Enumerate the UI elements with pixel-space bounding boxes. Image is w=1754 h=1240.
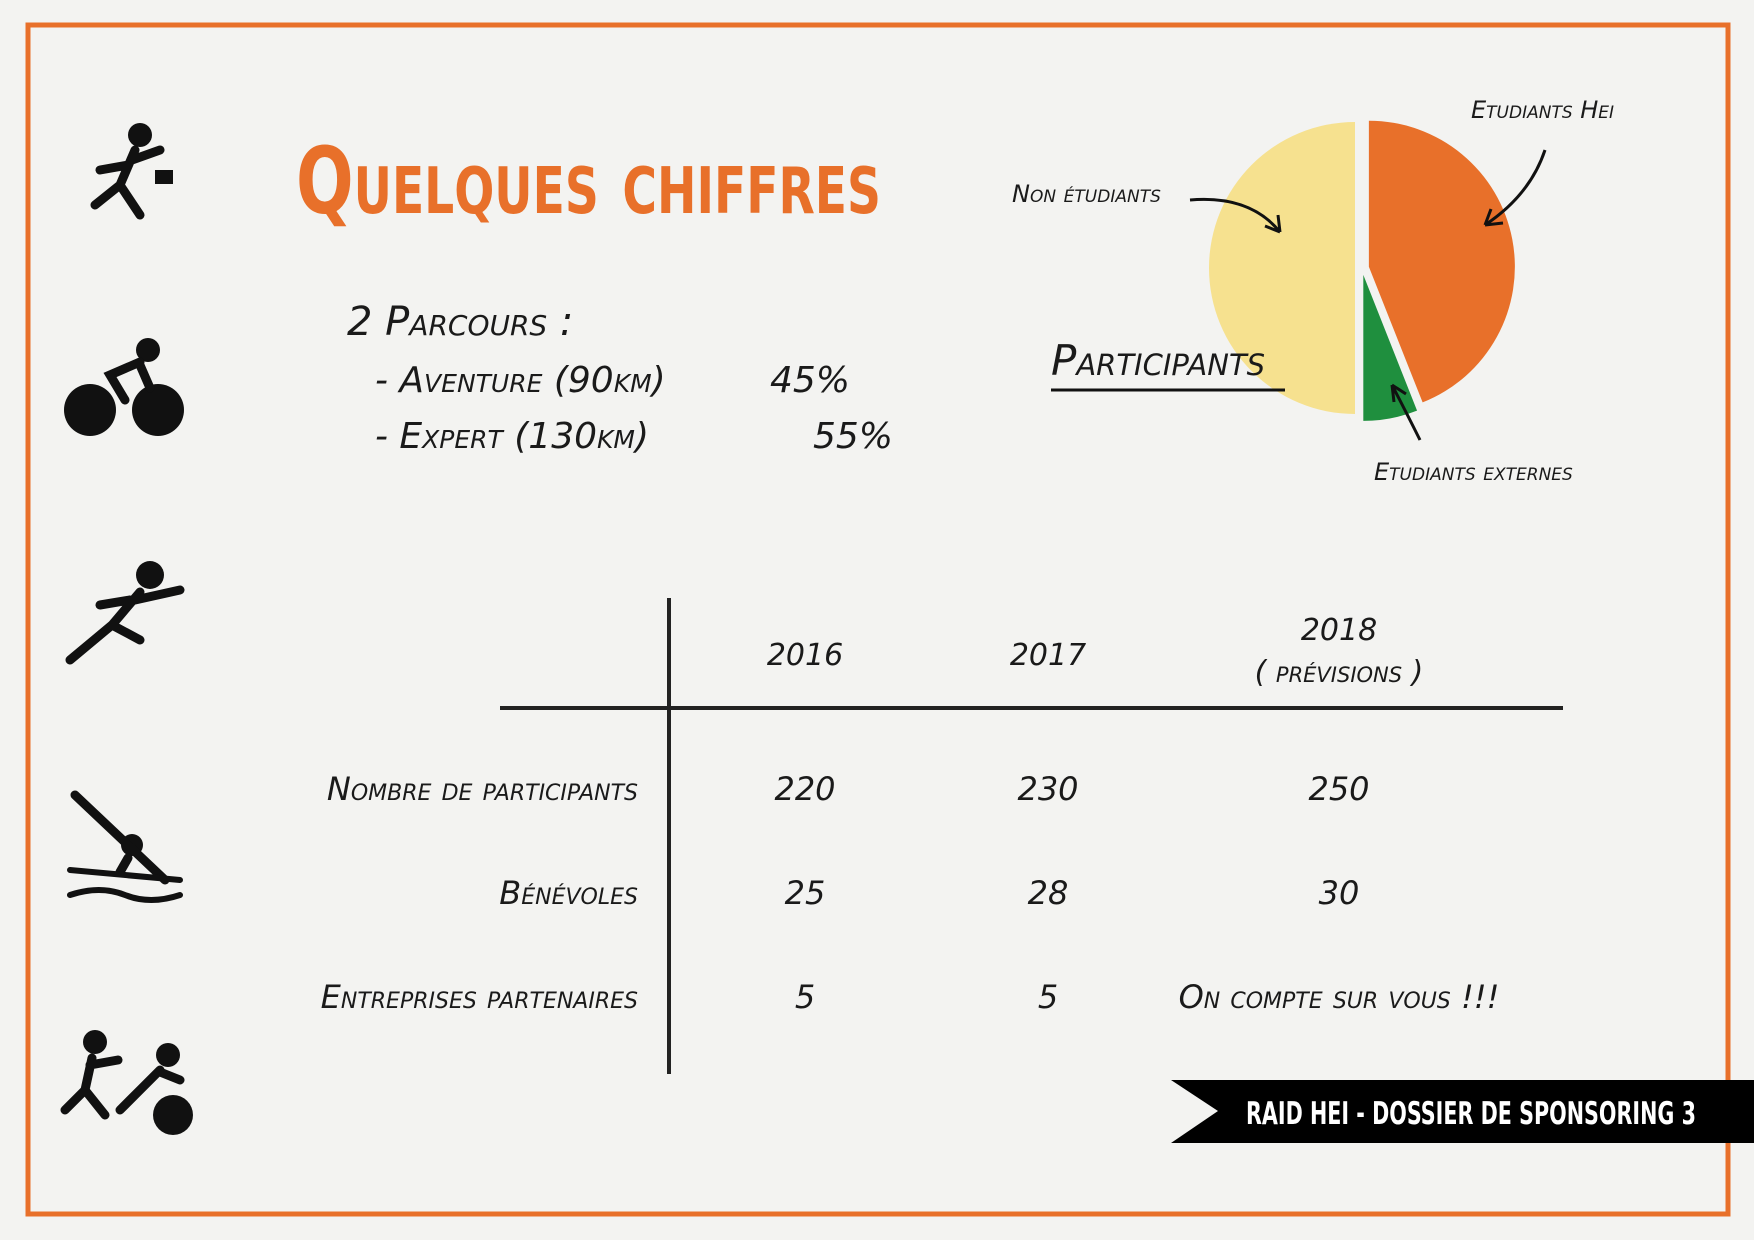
pie-label: Non étudiants	[1012, 180, 1161, 208]
pie-label: Etudiants Hei	[1471, 96, 1614, 124]
parcours-share: 55%	[813, 416, 893, 457]
table-cell: 25	[785, 874, 826, 912]
table-cell: 250	[1308, 770, 1369, 808]
pie-slice	[1363, 274, 1418, 421]
column-header: 2017	[1010, 638, 1086, 673]
page-border	[25, 22, 1731, 1217]
table-cell: On compte sur vous !!!	[1179, 978, 1500, 1016]
pie-slice	[1209, 122, 1355, 414]
icon-runner	[65, 561, 185, 665]
row-label: Bénévoles	[499, 874, 638, 912]
icon-duathlon	[60, 1030, 193, 1135]
icon-orienteering	[90, 123, 173, 220]
pie-slice	[1368, 120, 1515, 403]
column-header: 2016	[767, 638, 843, 673]
table-cell: 5	[1038, 978, 1058, 1016]
column-note: ( prévisions )	[1255, 655, 1424, 690]
pie-label: Etudiants externes	[1374, 458, 1573, 486]
icon-cyclist	[64, 338, 184, 436]
table-cell: 220	[774, 770, 835, 808]
page-title: Quelques chiffres	[296, 128, 881, 235]
footer-ribbon	[1171, 1080, 1754, 1143]
column-header: 2018	[1301, 613, 1377, 648]
parcours-item: - Aventure (90km)	[375, 360, 666, 401]
table-cell: 30	[1319, 874, 1360, 912]
parcours-share: 45%	[770, 360, 850, 401]
table-cell: 28	[1028, 874, 1069, 912]
table-cell: 230	[1017, 770, 1078, 808]
parcours-heading: 2 Parcours :	[347, 299, 573, 345]
footer-text: RAID HEI - DOSSIER DE SPONSORING 3	[1246, 1096, 1696, 1132]
parcours-item: - Expert (130km)	[375, 416, 649, 457]
parcours-list: - Aventure (90km) 45% - Expert (130km) 55%	[375, 360, 893, 457]
pie-arrows	[1189, 149, 1547, 441]
pie-chart	[1209, 120, 1515, 421]
table-cell: 5	[795, 978, 815, 1016]
pie-title: Participants	[1051, 336, 1265, 385]
table: 2016 2017 2018 ( prévisions ) Nombre de part…	[321, 613, 1500, 1016]
icon-kayak	[67, 790, 183, 903]
row-label: Nombre de participants	[327, 770, 638, 808]
sport-icons	[60, 123, 193, 1135]
row-label: Entreprises partenaires	[321, 978, 638, 1016]
